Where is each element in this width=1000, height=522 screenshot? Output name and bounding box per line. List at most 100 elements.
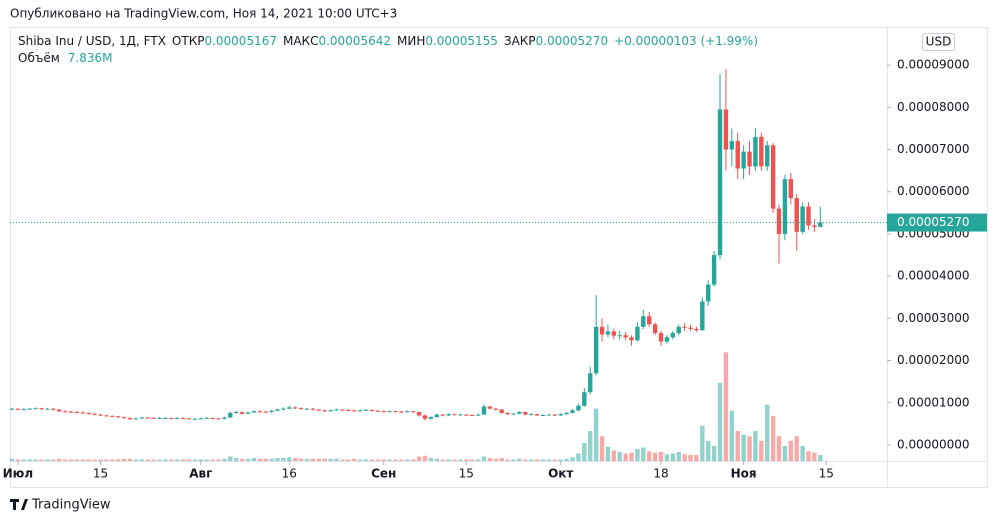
candle-body: [74, 412, 80, 414]
volume-bar: [617, 452, 622, 461]
volume-bar: [375, 459, 381, 461]
candle-body: [62, 411, 68, 413]
candle-body: [564, 412, 569, 415]
x-tick-label: Июл: [3, 467, 34, 481]
volume-bar: [794, 436, 799, 461]
currency-label[interactable]: USD: [926, 35, 952, 49]
x-tick-label: Ноя: [731, 467, 757, 481]
candle-body: [605, 331, 611, 335]
y-tick-label: 0.00001000: [897, 395, 970, 409]
candle-body: [15, 408, 21, 410]
candle-body: [234, 412, 239, 414]
candle-body: [310, 408, 316, 410]
candle-body: [416, 412, 422, 416]
candle-body: [652, 324, 658, 334]
candle-body: [599, 326, 605, 335]
candle-body: [157, 417, 162, 419]
candle-body: [275, 409, 280, 411]
candle-body: [163, 417, 168, 419]
x-tick-label: 18: [653, 467, 668, 481]
candle-body: [186, 418, 192, 420]
volume-bar: [234, 458, 239, 461]
candle-body: [363, 409, 369, 411]
legend-field-label: ОТКР: [172, 34, 205, 48]
symbol: Shiba Inu / USD, 1Д, FTX: [18, 34, 166, 48]
x-tick-label: Окт: [548, 467, 573, 481]
volume-bar: [641, 447, 646, 461]
volume-bar: [706, 440, 711, 461]
volume-bar: [818, 455, 823, 461]
candle-body: [352, 410, 357, 412]
candle-body: [263, 411, 268, 413]
brand-logo: [10, 499, 28, 510]
volume-bar: [422, 455, 428, 461]
y-tick-label: 0.00004000: [897, 269, 970, 283]
volume-bar: [475, 459, 481, 461]
volume-bar: [505, 459, 510, 461]
volume-bar: [328, 458, 333, 461]
legend-field-label: ЗАКР: [504, 34, 536, 48]
volume-bar: [316, 458, 322, 461]
volume-bar: [611, 450, 617, 461]
candle-body: [216, 418, 221, 420]
volume-bar: [664, 454, 670, 461]
candle-body: [27, 408, 32, 410]
candle-body: [529, 414, 534, 416]
volume-bar: [216, 459, 221, 461]
volume-bar: [800, 446, 805, 461]
volume-bar: [92, 459, 97, 461]
volume-bar: [582, 443, 587, 461]
volume-bar: [434, 458, 440, 461]
volume-bar: [210, 459, 215, 461]
volume-bar: [186, 459, 192, 461]
candle-body: [269, 410, 274, 413]
volume-bar: [446, 459, 451, 461]
candle-body: [458, 414, 463, 416]
x-tick-label: Авг: [189, 467, 212, 481]
volume-bar: [470, 459, 475, 461]
candle-body: [322, 410, 327, 412]
candle-body: [204, 417, 209, 419]
legend-field-value: 0.00005167: [204, 34, 277, 48]
volume-bar: [363, 459, 369, 461]
currency-button[interactable]: [922, 33, 955, 51]
volume-bar: [27, 459, 32, 461]
volume-bar: [352, 458, 357, 461]
volume-bar: [192, 459, 198, 461]
y-tick-label: 0.00006000: [897, 184, 970, 198]
volume-bar: [753, 431, 758, 461]
volume-bar: [658, 452, 664, 461]
volume-bar: [322, 458, 327, 461]
candle-body: [487, 406, 493, 409]
volume-bar: [493, 458, 499, 461]
volume-bar: [605, 446, 611, 461]
volume-bar: [198, 459, 204, 461]
volume-bar: [812, 452, 817, 461]
volume-bar: [452, 459, 457, 461]
candle-body: [647, 316, 652, 325]
volume-bar: [552, 459, 558, 461]
candle-body: [499, 409, 504, 413]
volume-bar: [558, 459, 563, 461]
volume-bar: [80, 459, 86, 461]
candle-body: [700, 301, 705, 331]
volume-bar: [369, 459, 375, 461]
candle-body: [776, 208, 782, 234]
volume-bar: [670, 453, 676, 461]
candle-body: [121, 417, 127, 419]
candle-body: [788, 179, 794, 199]
volume-bar: [169, 459, 174, 461]
candle-body: [552, 414, 558, 416]
candle-body: [98, 414, 103, 416]
candle-body: [357, 410, 363, 412]
candle-body: [169, 417, 174, 419]
candle-body: [180, 417, 186, 419]
volume-bar: [387, 459, 392, 461]
candle-body: [346, 409, 351, 411]
candle-body: [9, 408, 15, 410]
candle-body: [617, 335, 622, 337]
candle-body: [45, 408, 50, 410]
volume-bar: [175, 459, 180, 461]
x-tick-label: 15: [93, 467, 108, 481]
